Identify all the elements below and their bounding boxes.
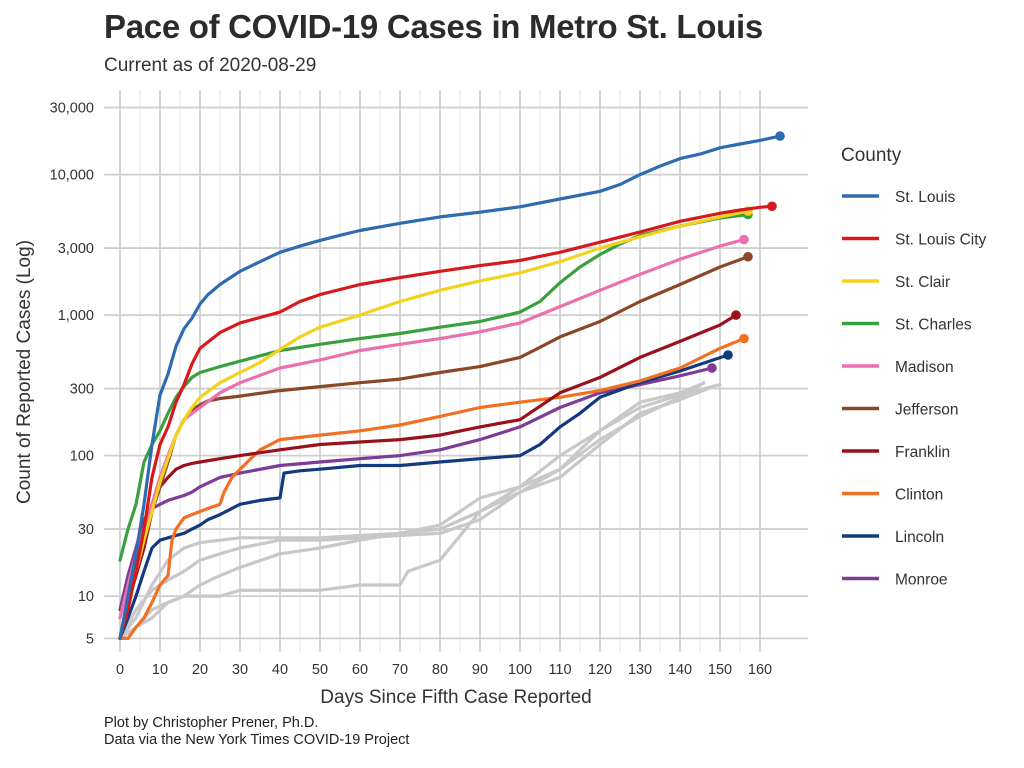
series-endpoint (739, 234, 749, 245)
series-endpoint (723, 350, 733, 360)
x-tick-label: 130 (628, 662, 652, 678)
x-tick-label: 160 (748, 662, 772, 678)
series-line (118, 212, 750, 562)
y-axis-ticks: 5 10 30 100 300 1,000 3,000 10,000 30,000 (50, 101, 94, 648)
series-line (118, 255, 750, 640)
x-axis-title: Days Since Fifth Case Reported (320, 687, 591, 708)
x-tick-label: 140 (668, 662, 692, 678)
series-line (118, 387, 710, 640)
series-line (118, 313, 738, 640)
y-tick-label: 3,000 (58, 241, 94, 257)
x-axis-ticks: 0 10 20 30 40 50 60 70 80 90 100 110 120 130 140 150 160 (116, 662, 772, 678)
y-tick-label: 10,000 (50, 168, 94, 184)
legend: County St. Louis St. Louis City St. Clair S… (841, 145, 987, 589)
x-tick-label: 60 (352, 662, 368, 678)
y-tick-label: 300 (70, 382, 94, 398)
legend-label: Jefferson (895, 402, 958, 419)
x-tick-label: 110 (548, 662, 571, 678)
x-tick-label: 120 (588, 662, 612, 678)
legend-label: St. Louis City (895, 232, 987, 249)
legend-label: Monroe (895, 572, 948, 589)
y-axis-title: Count of Reported Cases (Log) (14, 240, 35, 504)
x-tick-label: 10 (152, 662, 168, 678)
legend-label: St. Louis (895, 189, 956, 206)
x-tick-label: 100 (508, 662, 532, 678)
series-line (118, 209, 750, 640)
x-tick-label: 30 (232, 662, 248, 678)
x-tick-label: 70 (392, 662, 408, 678)
x-tick-label: 90 (472, 662, 488, 678)
chart-subtitle: Current as of 2020-08-29 (104, 55, 317, 76)
series-line (118, 237, 746, 620)
legend-label: St. Charles (895, 317, 972, 334)
y-tick-label: 1,000 (58, 308, 94, 324)
series-line (118, 381, 706, 640)
caption-line-1: Plot by Christopher Prener, Ph.D. (104, 715, 319, 731)
series-line (118, 134, 782, 640)
series-line (118, 366, 714, 612)
series-endpoint (731, 310, 741, 320)
y-tick-label: 10 (78, 589, 94, 605)
legend-label: Lincoln (895, 529, 944, 546)
series-endpoint (739, 333, 749, 344)
legend-label: Franklin (895, 444, 950, 461)
legend-label: Clinton (895, 487, 943, 504)
y-tick-label: 30,000 (50, 101, 94, 117)
series-endpoint (767, 201, 777, 212)
caption: Plot by Christopher Prener, Ph.D. Data v… (104, 715, 409, 749)
x-tick-label: 0 (116, 662, 124, 678)
y-tick-label: 100 (70, 449, 94, 465)
series-endpoint (707, 363, 717, 373)
x-tick-label: 20 (192, 662, 208, 678)
x-tick-label: 150 (708, 662, 732, 678)
series-line (118, 204, 774, 640)
series-endpoint (743, 251, 753, 262)
legend-title: County (841, 145, 902, 166)
chart-title: Pace of COVID-19 Cases in Metro St. Loui… (104, 8, 763, 45)
legend-label: St. Clair (895, 274, 950, 291)
legend-label: Madison (895, 359, 954, 376)
x-tick-label: 80 (432, 662, 448, 678)
y-tick-label: 30 (78, 522, 94, 538)
caption-line-2: Data via the New York Times COVID-19 Pro… (104, 732, 410, 748)
x-tick-label: 40 (272, 662, 288, 678)
series-line (118, 353, 730, 640)
y-tick-label: 5 (86, 631, 94, 647)
series-endpoint (775, 131, 785, 141)
x-tick-label: 50 (312, 662, 328, 678)
series-lines (118, 131, 785, 640)
